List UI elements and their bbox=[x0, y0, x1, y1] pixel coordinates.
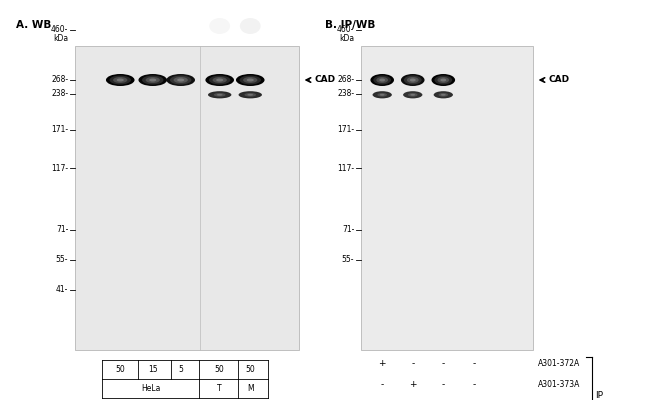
Ellipse shape bbox=[142, 76, 164, 84]
Text: CAD: CAD bbox=[549, 76, 569, 84]
Ellipse shape bbox=[406, 92, 420, 98]
Ellipse shape bbox=[408, 93, 417, 97]
Ellipse shape bbox=[208, 91, 231, 98]
Text: M: M bbox=[247, 384, 254, 393]
Ellipse shape bbox=[177, 78, 185, 82]
Text: 238-: 238- bbox=[337, 90, 354, 98]
Ellipse shape bbox=[376, 77, 388, 83]
Text: 117-: 117- bbox=[337, 164, 354, 172]
Ellipse shape bbox=[236, 74, 265, 86]
Ellipse shape bbox=[174, 77, 188, 83]
Text: 55-: 55- bbox=[342, 256, 354, 264]
Ellipse shape bbox=[432, 74, 455, 86]
Text: -: - bbox=[411, 360, 415, 368]
Ellipse shape bbox=[437, 77, 449, 83]
Ellipse shape bbox=[209, 76, 231, 84]
Text: 41-: 41- bbox=[56, 286, 68, 294]
Text: kDa: kDa bbox=[53, 34, 68, 43]
Text: +: + bbox=[409, 380, 417, 389]
Ellipse shape bbox=[436, 92, 450, 98]
Text: T: T bbox=[217, 384, 222, 393]
Ellipse shape bbox=[410, 94, 415, 96]
Ellipse shape bbox=[209, 18, 230, 34]
Ellipse shape bbox=[441, 94, 446, 96]
Ellipse shape bbox=[216, 78, 224, 82]
Ellipse shape bbox=[246, 78, 254, 82]
Text: 171-: 171- bbox=[337, 126, 354, 134]
Ellipse shape bbox=[403, 91, 422, 98]
Ellipse shape bbox=[407, 77, 419, 83]
Text: 171-: 171- bbox=[51, 126, 68, 134]
Text: 50: 50 bbox=[214, 365, 225, 374]
Text: 238-: 238- bbox=[51, 90, 68, 98]
Ellipse shape bbox=[410, 78, 416, 82]
Ellipse shape bbox=[146, 77, 160, 83]
Text: -: - bbox=[473, 360, 476, 368]
Text: B. IP/WB: B. IP/WB bbox=[325, 20, 376, 30]
Ellipse shape bbox=[375, 92, 389, 98]
Text: 15: 15 bbox=[148, 365, 157, 374]
Ellipse shape bbox=[109, 76, 131, 84]
Text: kDa: kDa bbox=[339, 34, 354, 43]
Ellipse shape bbox=[434, 91, 453, 98]
Ellipse shape bbox=[372, 91, 392, 98]
Text: HeLa: HeLa bbox=[141, 384, 160, 393]
Ellipse shape bbox=[439, 93, 448, 97]
Text: IP: IP bbox=[595, 391, 603, 400]
Text: 460-: 460- bbox=[51, 26, 68, 34]
Ellipse shape bbox=[247, 94, 254, 96]
Text: 50: 50 bbox=[246, 365, 255, 374]
Ellipse shape bbox=[211, 92, 229, 98]
Ellipse shape bbox=[240, 18, 261, 34]
Ellipse shape bbox=[106, 74, 135, 86]
Text: 460-: 460- bbox=[337, 26, 354, 34]
Ellipse shape bbox=[404, 76, 422, 84]
Text: CAD: CAD bbox=[315, 76, 335, 84]
Ellipse shape bbox=[239, 91, 262, 98]
Text: -: - bbox=[381, 380, 384, 389]
Text: -: - bbox=[473, 380, 476, 389]
Ellipse shape bbox=[243, 77, 257, 83]
Ellipse shape bbox=[239, 76, 261, 84]
Ellipse shape bbox=[440, 78, 447, 82]
Text: 268-: 268- bbox=[51, 76, 68, 84]
Text: A301-373A: A301-373A bbox=[538, 380, 580, 389]
Ellipse shape bbox=[213, 77, 227, 83]
Bar bbox=[361, 46, 533, 350]
Ellipse shape bbox=[217, 94, 222, 96]
Text: A. WB: A. WB bbox=[16, 20, 51, 30]
Text: 268-: 268- bbox=[337, 76, 354, 84]
Ellipse shape bbox=[170, 76, 192, 84]
Text: +: + bbox=[378, 360, 386, 368]
Text: 5: 5 bbox=[178, 365, 183, 374]
Text: 55-: 55- bbox=[56, 256, 68, 264]
Text: 71-: 71- bbox=[342, 226, 354, 234]
Ellipse shape bbox=[166, 74, 195, 86]
Text: A301-372A: A301-372A bbox=[538, 360, 580, 368]
Ellipse shape bbox=[244, 93, 256, 97]
Ellipse shape bbox=[117, 78, 124, 82]
Ellipse shape bbox=[214, 93, 226, 97]
Ellipse shape bbox=[370, 74, 394, 86]
Ellipse shape bbox=[378, 93, 387, 97]
Ellipse shape bbox=[434, 76, 452, 84]
Ellipse shape bbox=[150, 78, 156, 82]
Ellipse shape bbox=[373, 76, 391, 84]
Text: 50: 50 bbox=[116, 365, 125, 374]
Text: -: - bbox=[442, 380, 445, 389]
Ellipse shape bbox=[401, 74, 424, 86]
Ellipse shape bbox=[138, 74, 167, 86]
Ellipse shape bbox=[379, 78, 385, 82]
Ellipse shape bbox=[205, 74, 234, 86]
Ellipse shape bbox=[380, 94, 385, 96]
Text: -: - bbox=[442, 360, 445, 368]
Text: 71-: 71- bbox=[56, 226, 68, 234]
Text: 117-: 117- bbox=[51, 164, 68, 172]
Bar bbox=[75, 46, 299, 350]
Ellipse shape bbox=[242, 92, 259, 98]
Ellipse shape bbox=[113, 77, 127, 83]
